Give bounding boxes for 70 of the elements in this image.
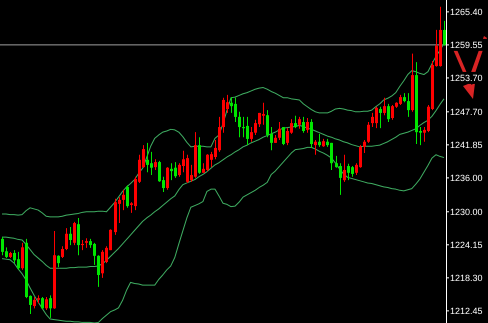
y-tick-label: 1247.70 bbox=[450, 106, 483, 117]
candlestick bbox=[238, 111, 241, 138]
y-tick-label: 1241.85 bbox=[450, 140, 483, 150]
candlestick bbox=[150, 151, 153, 176]
candlestick bbox=[154, 158, 157, 170]
candlestick bbox=[246, 116, 249, 146]
candlestick bbox=[294, 115, 297, 129]
y-tick-label: 1265.40 bbox=[450, 7, 483, 18]
y-tick-label: 1253.70 bbox=[450, 73, 483, 84]
candlestick bbox=[210, 151, 213, 168]
candlestick bbox=[21, 242, 24, 270]
candlestick bbox=[298, 116, 301, 130]
candlestick bbox=[17, 251, 20, 270]
candlestick bbox=[61, 246, 64, 259]
candlestick bbox=[391, 104, 394, 120]
candlestick bbox=[399, 94, 402, 106]
candlestick bbox=[363, 140, 366, 154]
candlestick bbox=[65, 228, 68, 251]
candlestick bbox=[278, 121, 281, 141]
candlestick bbox=[186, 154, 189, 184]
candlestick bbox=[367, 121, 370, 144]
candlestick bbox=[146, 142, 149, 173]
candlestick bbox=[13, 250, 16, 264]
candlestick bbox=[347, 163, 350, 181]
candlestick bbox=[41, 296, 44, 310]
candlestick bbox=[371, 112, 374, 128]
candlestick bbox=[126, 184, 129, 208]
candlestick bbox=[49, 294, 52, 318]
candlestick bbox=[443, 20, 446, 46]
candlestick bbox=[122, 189, 125, 211]
candlestick bbox=[69, 226, 72, 246]
candlestick bbox=[262, 102, 265, 126]
candlestick bbox=[73, 221, 76, 246]
candlestick bbox=[77, 217, 80, 256]
candlestick bbox=[351, 166, 354, 178]
candlestick bbox=[339, 162, 342, 196]
candlestick bbox=[57, 254, 60, 268]
candlestick bbox=[97, 254, 100, 288]
candlestick bbox=[407, 92, 410, 118]
candlestick bbox=[318, 133, 321, 148]
candlestick bbox=[302, 116, 305, 134]
candlestick bbox=[310, 118, 313, 148]
candlestick bbox=[178, 162, 181, 178]
candlestick bbox=[85, 238, 88, 248]
candlestick bbox=[45, 296, 48, 311]
y-tick-label: 1224.15 bbox=[450, 240, 483, 250]
candlestick bbox=[387, 103, 390, 122]
y-tick-label: 1218.30 bbox=[450, 272, 483, 283]
candlestick bbox=[330, 142, 333, 170]
y-tick-label: 1212.45 bbox=[450, 306, 483, 316]
candlestick bbox=[101, 250, 104, 278]
candlestick bbox=[33, 296, 36, 309]
candlestick bbox=[403, 92, 406, 103]
candlestick bbox=[314, 140, 317, 156]
y-tick-label: 1236.00 bbox=[450, 173, 483, 184]
y-tick-label: 1259.55 bbox=[450, 40, 483, 50]
candlestick bbox=[383, 97, 386, 116]
y-tick-label: 1230.00 bbox=[450, 206, 483, 217]
candlestick bbox=[306, 118, 309, 134]
candlestick bbox=[250, 126, 253, 142]
candlestick bbox=[93, 242, 96, 266]
candlestick bbox=[282, 126, 285, 146]
candlestick bbox=[375, 106, 378, 129]
candlestick bbox=[166, 166, 169, 190]
candlestick bbox=[343, 154, 346, 182]
candlestick bbox=[174, 162, 177, 178]
candlestick bbox=[379, 106, 382, 129]
candlestick bbox=[206, 154, 209, 172]
candlestick bbox=[234, 97, 237, 122]
candlestick bbox=[1, 236, 4, 256]
